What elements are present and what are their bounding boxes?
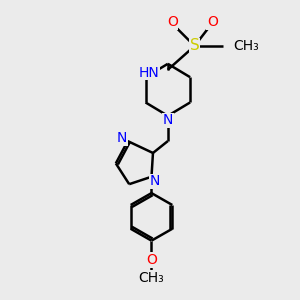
Text: O: O	[146, 253, 157, 267]
Text: O: O	[207, 15, 218, 29]
Text: N: N	[163, 113, 173, 127]
Text: HN: HN	[138, 66, 159, 80]
Text: S: S	[190, 38, 200, 53]
Text: O: O	[167, 15, 178, 29]
Text: N: N	[117, 131, 127, 145]
Text: N: N	[149, 174, 160, 188]
Text: CH₃: CH₃	[139, 271, 164, 285]
Text: CH₃: CH₃	[233, 39, 259, 53]
